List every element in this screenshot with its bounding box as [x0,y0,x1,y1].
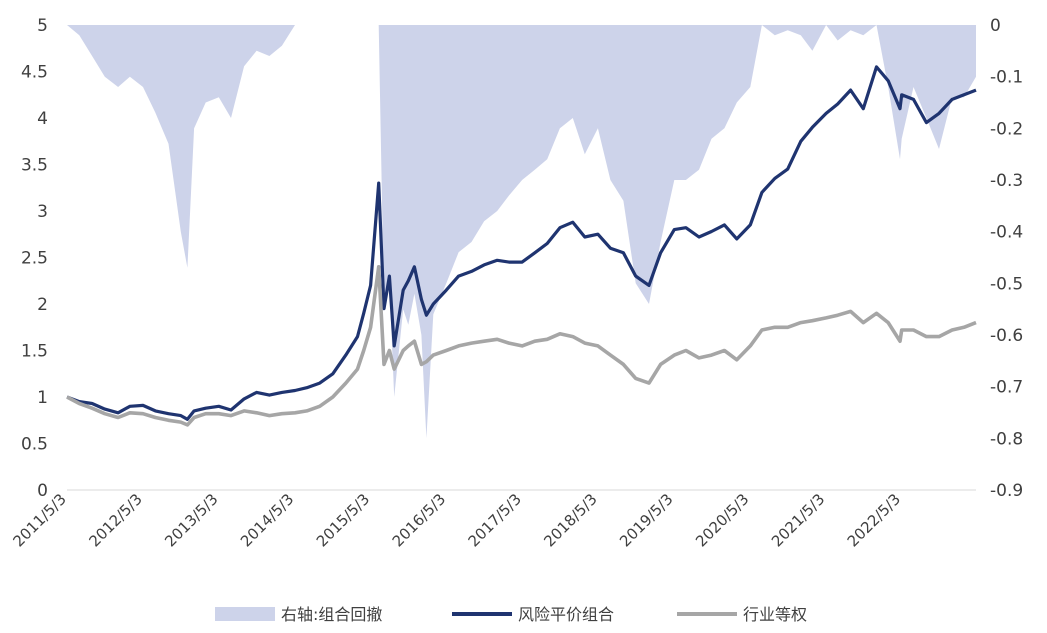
legend-label: 右轴:组合回撤 [281,605,382,624]
x-tick-label: 2022/5/3 [844,490,904,550]
x-tick-label: 2021/5/3 [768,490,828,550]
x-tick-label: 2017/5/3 [465,490,525,550]
right-tick-label: 0 [990,16,1001,36]
left-tick-label: 2.5 [21,249,48,269]
x-tick-label: 2018/5/3 [540,490,600,550]
left-tick-label: 0 [37,481,48,501]
series-area-drawdown [67,25,976,439]
legend: 右轴:组合回撤 风险平价组合 行业等权 [215,605,807,624]
x-axis-ticks: 2011/5/3 2012/5/3 2013/5/3 2014/5/3 2015/5/3… [9,490,904,550]
series-line-equal-weight [66,264,977,427]
right-tick-label: -0.1 [990,68,1023,88]
left-tick-label: 3 [37,202,48,222]
x-tick-label: 2014/5/3 [237,490,297,550]
left-tick-label: 3.5 [21,156,48,176]
left-tick-label: 2 [37,295,48,315]
left-axis-ticks: 0 0.5 1 1.5 2 2.5 3 3.5 4 4.5 5 [21,16,48,501]
x-tick-label: 2020/5/3 [692,490,752,550]
left-tick-label: 4.5 [21,63,48,83]
series-line-risk-parity [66,65,977,421]
left-tick-label: 5 [37,16,48,36]
legend-label: 风险平价组合 [518,605,614,624]
right-tick-label: -0.9 [990,481,1023,501]
right-tick-label: -0.6 [990,326,1023,346]
right-tick-label: -0.5 [990,274,1023,294]
legend-label: 行业等权 [743,605,807,624]
right-tick-label: -0.3 [990,171,1023,191]
left-tick-label: 1 [37,388,48,408]
x-tick-label: 2016/5/3 [389,490,449,550]
left-tick-label: 1.5 [21,342,48,362]
right-tick-label: -0.7 [990,378,1023,398]
right-tick-label: -0.2 [990,119,1023,139]
x-tick-label: 2013/5/3 [161,490,221,550]
left-tick-label: 4 [37,109,48,129]
right-axis-ticks: 0 -0.1 -0.2 -0.3 -0.4 -0.5 -0.6 -0.7 -0.8 -0.9 [990,16,1023,501]
right-tick-label: -0.8 [990,429,1023,449]
x-tick-label: 2012/5/3 [85,490,145,550]
x-tick-label: 2015/5/3 [313,490,373,550]
series-line-layer [66,65,977,427]
x-tick-label: 2019/5/3 [616,490,676,550]
left-tick-label: 0.5 [21,435,48,455]
right-tick-label: -0.4 [990,223,1023,243]
drawdown-area-layer [67,25,976,439]
legend-swatch-drawdown [215,607,275,621]
